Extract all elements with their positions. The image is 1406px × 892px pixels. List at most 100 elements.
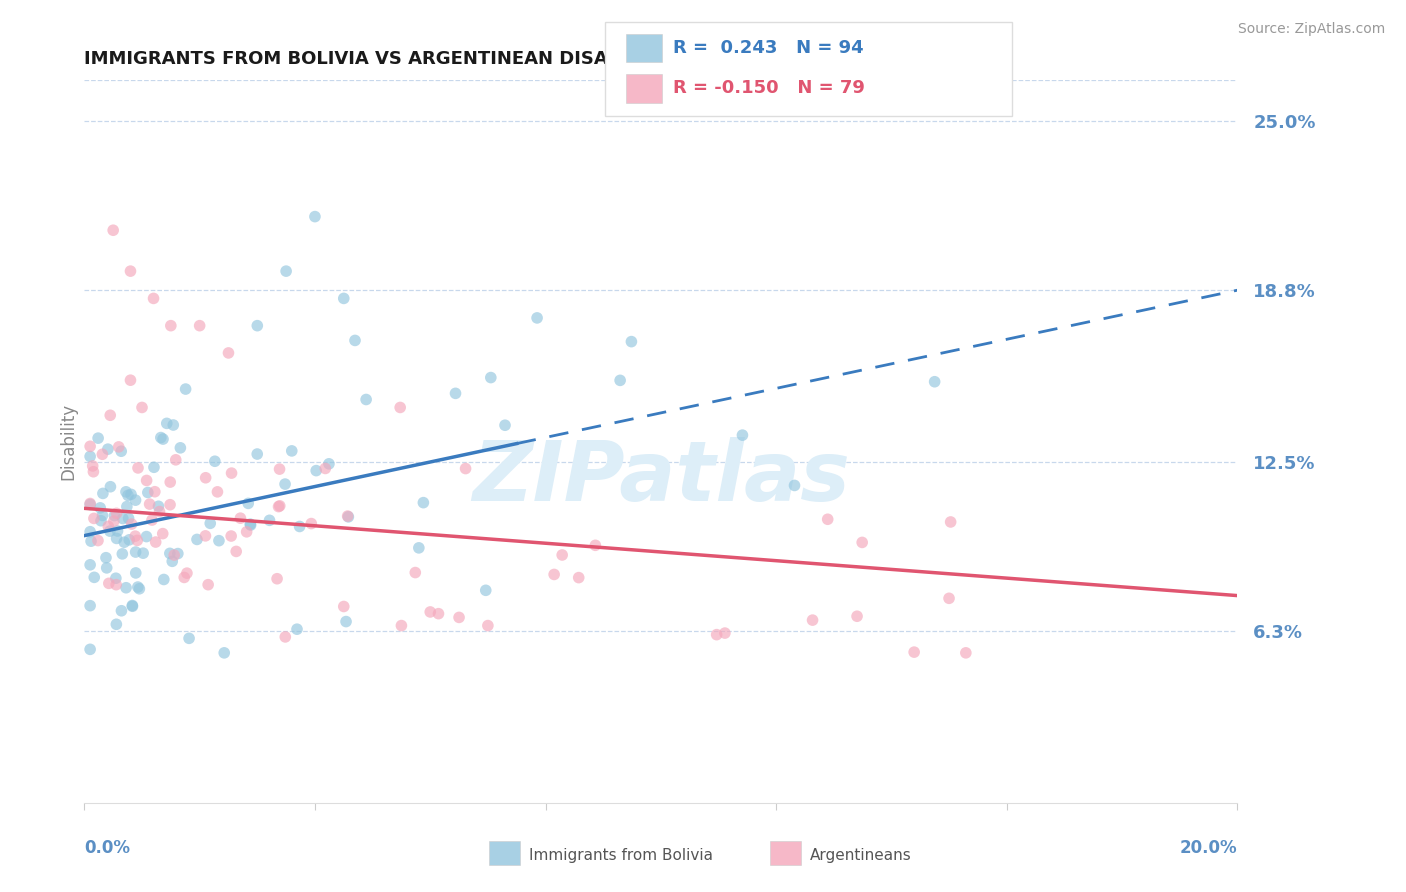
Point: [143, 484, 166, 499]
Text: 20.0%: 20.0%: [1180, 839, 1237, 857]
Point: [82, 458, 104, 473]
Point: [218, 346, 240, 360]
Point: [239, 517, 262, 532]
Point: [162, 554, 184, 568]
Point: [100, 480, 122, 494]
Point: [318, 457, 340, 471]
Point: [714, 626, 737, 640]
Point: [112, 535, 135, 549]
Point: [83, 570, 105, 584]
Point: [333, 599, 356, 614]
Point: [939, 515, 962, 529]
Point: [336, 509, 359, 524]
Point: [118, 533, 141, 547]
Text: Immigrants from Bolivia: Immigrants from Bolivia: [529, 848, 713, 863]
Point: [444, 386, 467, 401]
Point: [163, 548, 186, 562]
Point: [288, 519, 311, 533]
Point: [115, 581, 138, 595]
Point: [103, 223, 124, 237]
Point: [337, 509, 360, 524]
Point: [208, 533, 231, 548]
Point: [194, 529, 217, 543]
Point: [127, 533, 149, 548]
Point: [97, 519, 120, 533]
Point: [494, 418, 516, 433]
Point: [212, 646, 235, 660]
Point: [568, 571, 591, 585]
Point: [408, 541, 430, 555]
Text: IMMIGRANTS FROM BOLIVIA VS ARGENTINEAN DISABILITY CORRELATION CHART: IMMIGRANTS FROM BOLIVIA VS ARGENTINEAN D…: [84, 50, 893, 68]
Point: [131, 401, 153, 415]
Point: [314, 461, 336, 475]
Text: Source: ZipAtlas.com: Source: ZipAtlas.com: [1237, 22, 1385, 37]
Point: [110, 444, 132, 458]
Point: [89, 500, 111, 515]
Point: [285, 622, 308, 636]
Point: [83, 511, 105, 525]
Point: [225, 544, 247, 558]
Point: [94, 550, 117, 565]
Point: [169, 441, 191, 455]
Point: [103, 508, 125, 523]
Point: [149, 431, 172, 445]
Point: [204, 454, 226, 468]
Point: [117, 511, 139, 525]
Point: [91, 486, 114, 500]
Point: [176, 566, 198, 581]
Point: [79, 450, 101, 464]
Point: [177, 632, 200, 646]
Point: [609, 373, 631, 387]
Point: [79, 498, 101, 512]
Point: [132, 546, 155, 560]
Point: [924, 375, 946, 389]
Point: [474, 583, 496, 598]
Point: [454, 461, 477, 475]
Point: [221, 466, 243, 480]
Point: [159, 546, 181, 560]
Text: 0.0%: 0.0%: [84, 839, 131, 857]
Point: [82, 465, 104, 479]
Point: [111, 511, 134, 525]
Y-axis label: Disability: Disability: [59, 403, 77, 480]
Point: [731, 428, 754, 442]
Point: [135, 530, 157, 544]
Point: [479, 370, 502, 384]
Point: [121, 599, 143, 613]
Point: [124, 545, 146, 559]
Point: [79, 599, 101, 613]
Point: [207, 484, 229, 499]
Point: [136, 485, 159, 500]
Text: R = -0.150   N = 79: R = -0.150 N = 79: [673, 79, 865, 97]
Point: [110, 604, 132, 618]
Point: [173, 570, 195, 584]
Point: [903, 645, 925, 659]
Point: [120, 487, 142, 501]
Point: [427, 607, 450, 621]
Point: [79, 439, 101, 453]
Point: [159, 498, 181, 512]
Point: [238, 496, 260, 510]
Point: [449, 610, 471, 624]
Point: [846, 609, 869, 624]
Point: [105, 506, 128, 520]
Point: [79, 558, 101, 572]
Point: [135, 474, 157, 488]
Point: [160, 318, 183, 333]
Point: [143, 460, 166, 475]
Point: [152, 432, 174, 446]
Point: [620, 334, 643, 349]
Point: [267, 500, 290, 514]
Point: [117, 488, 139, 502]
Point: [938, 591, 960, 606]
Point: [194, 471, 217, 485]
Point: [97, 576, 120, 591]
Point: [389, 401, 412, 415]
Point: [115, 500, 138, 514]
Point: [91, 508, 114, 523]
Point: [128, 582, 150, 596]
Point: [156, 417, 179, 431]
Point: [87, 533, 110, 548]
Point: [104, 571, 127, 585]
Point: [125, 566, 148, 580]
